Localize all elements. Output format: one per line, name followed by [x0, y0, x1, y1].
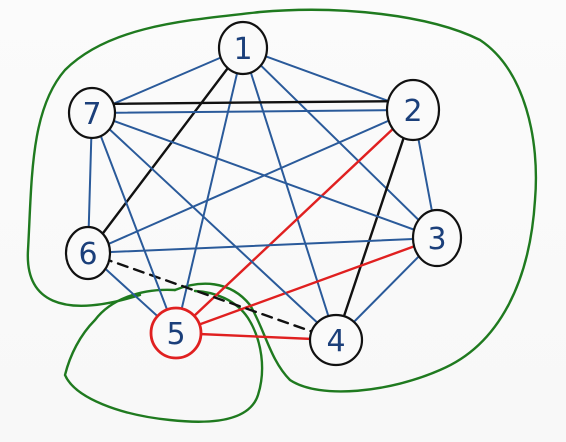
edge-2-4	[334, 108, 415, 342]
node-1: 1	[217, 20, 269, 76]
node-circle-5	[149, 306, 203, 360]
outer-boundary-curve	[26, 8, 538, 393]
node-circle-1	[217, 20, 269, 76]
node-circle-2	[385, 78, 441, 142]
edge-4-6	[86, 251, 338, 342]
edge-2-5	[174, 108, 415, 335]
node-2: 2	[385, 78, 441, 142]
edge-2-7-second	[90, 99, 415, 106]
node-6: 6	[64, 225, 112, 281]
edge-1-6	[86, 46, 245, 255]
edge-2-7	[91, 109, 414, 114]
node-circle-7	[67, 86, 117, 140]
node-circle-4	[308, 313, 364, 367]
edge-2-6	[87, 109, 414, 254]
node-5: 5	[149, 306, 203, 360]
nodes-layer: 1 2 3 4 5 6 7	[64, 20, 463, 367]
edge-3-5	[174, 236, 439, 335]
edge-1-4	[242, 47, 337, 341]
node-circle-3	[411, 208, 463, 268]
boundary-curves	[26, 8, 538, 423]
edge-3-6	[87, 237, 438, 254]
node-label-1: 1	[233, 32, 252, 67]
edge-3-7	[91, 112, 438, 239]
node-label-2: 2	[403, 94, 422, 129]
edges-layer	[86, 46, 439, 342]
edge-5-7	[91, 112, 177, 334]
node-circle-6	[64, 225, 112, 281]
edge-1-5	[175, 47, 244, 334]
node-label-5: 5	[166, 317, 185, 352]
node-7: 7	[67, 86, 117, 140]
node-3: 3	[411, 208, 463, 268]
edge-4-7	[91, 112, 337, 341]
node-label-6: 6	[78, 237, 97, 272]
node-4: 4	[308, 313, 364, 367]
node-label-3: 3	[427, 222, 446, 257]
node-label-4: 4	[326, 324, 345, 359]
lower-loop-curve	[63, 288, 264, 423]
edge-1-2	[242, 47, 414, 111]
node-label-7: 7	[82, 97, 101, 132]
edge-1-7	[91, 47, 244, 114]
